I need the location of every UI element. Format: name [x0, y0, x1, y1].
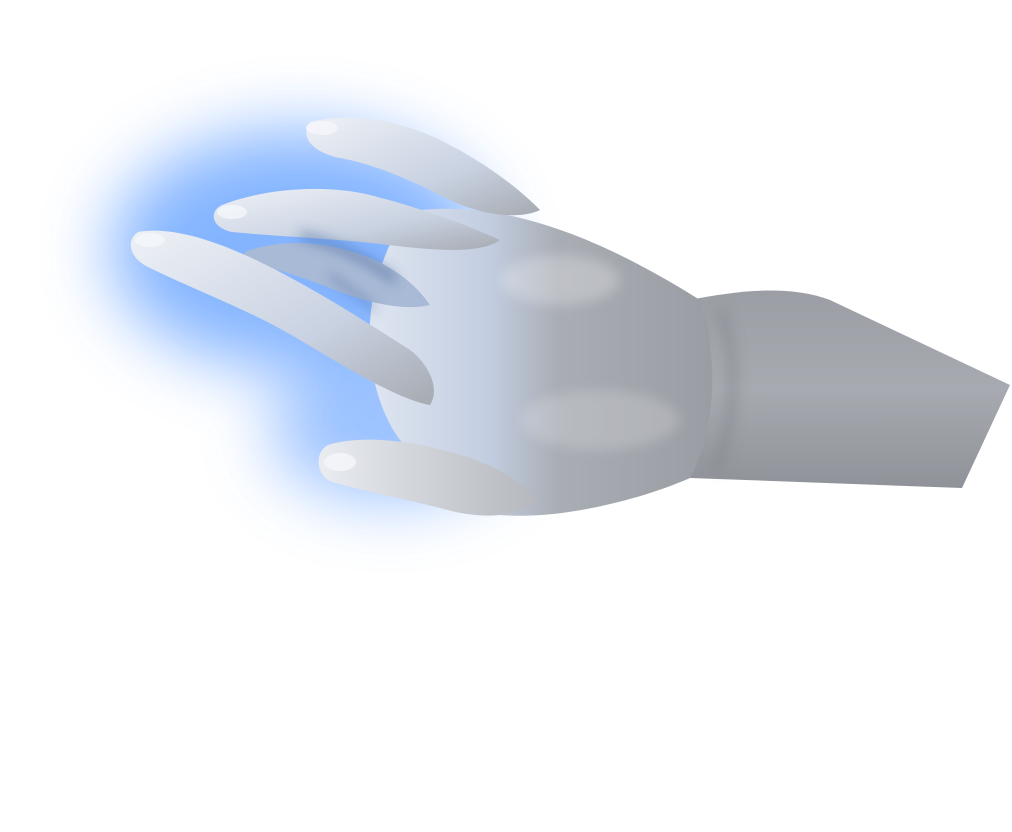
wrist-shape	[690, 291, 1010, 488]
